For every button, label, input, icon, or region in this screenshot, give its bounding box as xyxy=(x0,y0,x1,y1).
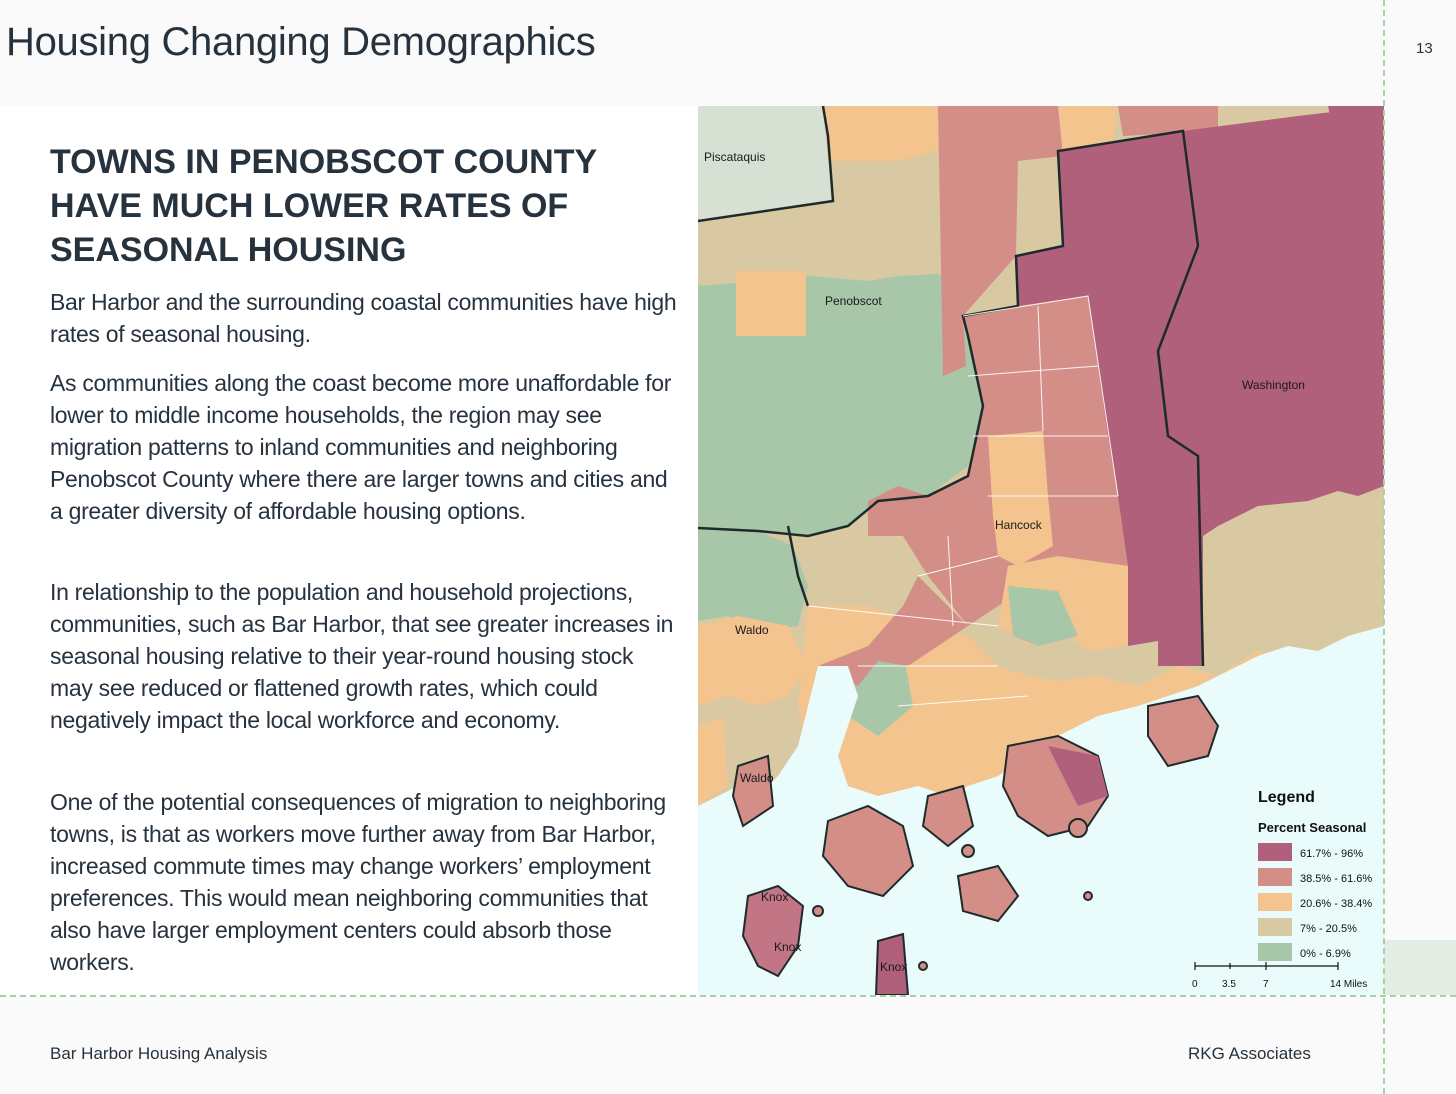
county-border-penobscot xyxy=(698,129,1205,667)
scale-bar: 0 3.5 7 14 Miles xyxy=(1192,962,1367,990)
scale-tick-1: 3.5 xyxy=(1222,979,1236,990)
label-knox-2: Knox xyxy=(774,940,801,954)
island-knox-1 xyxy=(741,884,805,978)
label-waldo-1: Waldo xyxy=(735,623,769,637)
legend-item: 7% - 20.5% xyxy=(1258,918,1357,936)
text-panel xyxy=(0,106,698,994)
paragraph-1: Bar Harbor and the surrounding coastal c… xyxy=(50,289,677,347)
label-knox-1: Knox xyxy=(761,890,788,904)
legend-item: 0% - 6.9% xyxy=(1258,943,1351,961)
map-legend: Legend Percent Seasonal 61.7% - 96% 38.5… xyxy=(1258,789,1372,961)
coastal-orange-band xyxy=(798,606,1384,806)
scale-tick-0: 0 xyxy=(1192,979,1198,990)
legend-title: Legend xyxy=(1258,789,1315,806)
decorative-block xyxy=(1384,940,1456,995)
legend-label-4: 7% - 20.5% xyxy=(1300,923,1357,935)
pink-region-north xyxy=(938,106,1063,376)
horizontal-divider xyxy=(0,995,1456,997)
county-border-piscataquis xyxy=(698,106,835,223)
legend-label-5: 0% - 6.9% xyxy=(1300,948,1351,960)
legend-label-1: 61.7% - 96% xyxy=(1300,848,1363,860)
legend-subtitle: Percent Seasonal xyxy=(1258,820,1366,835)
legend-item: 38.5% - 61.6% xyxy=(1258,868,1372,886)
label-washington: Washington xyxy=(1242,378,1305,392)
legend-swatch-3 xyxy=(1258,893,1292,911)
legend-swatch-2 xyxy=(1258,868,1292,886)
label-piscataquis: Piscataquis xyxy=(704,150,765,164)
page-header: Housing Changing Demographics xyxy=(0,0,1384,106)
legend-label-3: 20.6% - 38.4% xyxy=(1300,898,1372,910)
paragraph-2: As communities along the coast become mo… xyxy=(50,370,672,524)
piscataquis-region xyxy=(698,106,833,221)
label-hancock: Hancock xyxy=(995,518,1043,532)
legend-swatch-5 xyxy=(1258,943,1292,961)
section-headline: TOWNS IN PENOBSCOT COUNTY HAVE MUCH LOWE… xyxy=(50,143,597,269)
legend-label-2: 38.5% - 61.6% xyxy=(1300,873,1372,885)
page-title: Housing Changing Demographics xyxy=(6,20,596,64)
scale-tick-2: 7 xyxy=(1263,979,1269,990)
penobscot-green-area xyxy=(698,274,983,536)
vertical-divider xyxy=(1383,0,1385,1094)
label-waldo-2: Waldo xyxy=(740,771,774,785)
page-number: 13 xyxy=(1416,40,1433,57)
legend-swatch-4 xyxy=(1258,918,1292,936)
label-penobscot: Penobscot xyxy=(825,294,882,308)
legend-item: 61.7% - 96% xyxy=(1258,843,1363,861)
label-knox-3: Knox xyxy=(880,960,907,974)
footer-report-name: Bar Harbor Housing Analysis xyxy=(50,1044,268,1063)
legend-swatch-1 xyxy=(1258,843,1292,861)
paragraph-3: In relationship to the population and ho… xyxy=(50,579,674,733)
seasonal-housing-map: Piscataquis Penobscot Washington Hancock… xyxy=(698,106,1384,995)
scale-tick-3: 14 Miles xyxy=(1330,979,1367,990)
footer-company: RKG Associates xyxy=(1188,1044,1311,1063)
legend-item: 20.6% - 38.4% xyxy=(1258,893,1372,911)
hancock-orange xyxy=(988,431,1053,566)
paragraph-4: One of the potential consequences of mig… xyxy=(50,789,666,975)
